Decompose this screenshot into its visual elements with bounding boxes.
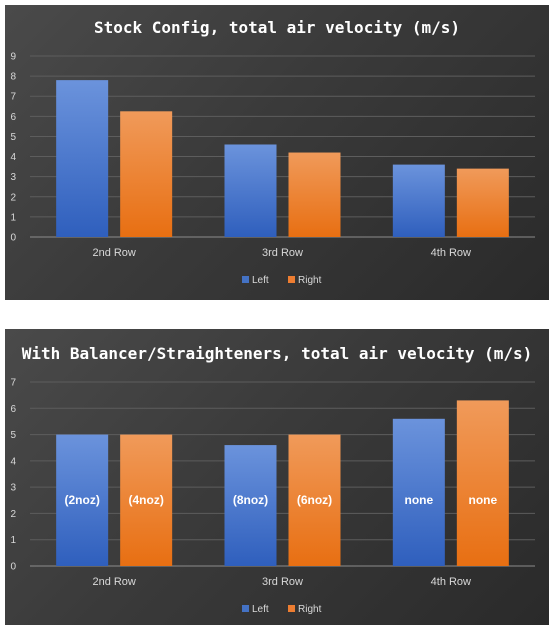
legend-swatch-right — [288, 276, 295, 283]
legend-swatch-left — [242, 605, 249, 612]
bar-data-label: (4noz) — [129, 493, 164, 507]
legend-label-right: Right — [298, 604, 322, 615]
y-tick-label: 0 — [10, 233, 16, 244]
y-tick-label: 4 — [10, 152, 16, 163]
y-tick-label: 8 — [10, 72, 16, 83]
chart-stock-config: Stock Config, total air velocity (m/s) 0… — [10, 18, 535, 286]
bar-left-2nd-row — [56, 434, 109, 566]
chart-title: With Balancer/Straighteners, total air v… — [22, 344, 533, 363]
bar-right-3rd-row — [288, 434, 341, 566]
bar-left-2nd-row — [56, 80, 109, 237]
bar-right-4th-row — [456, 400, 509, 566]
bar-right-4th-row — [456, 168, 509, 237]
bar-right-3rd-row — [288, 152, 341, 237]
legend-swatch-left — [242, 276, 249, 283]
chart-panel-stock-config: Stock Config, total air velocity (m/s) 0… — [5, 5, 549, 300]
chart-title: Stock Config, total air velocity (m/s) — [94, 18, 460, 37]
chart-panel-balancer: With Balancer/Straighteners, total air v… — [5, 329, 549, 625]
bar-left-3rd-row — [224, 445, 277, 566]
x-category-label: 4th Row — [431, 247, 471, 259]
y-tick-label: 9 — [10, 52, 16, 63]
bar-left-3rd-row — [224, 144, 277, 237]
legend-label-right: Right — [298, 275, 322, 286]
y-tick-label: 6 — [10, 112, 16, 123]
x-category-label: 3rd Row — [262, 247, 303, 259]
y-tick-label: 5 — [10, 132, 16, 143]
legend-label-left: Left — [252, 604, 269, 615]
bar-left-4th-row — [392, 418, 445, 566]
legend-label-left: Left — [252, 275, 269, 286]
y-tick-label: 0 — [10, 562, 16, 573]
y-tick-label: 7 — [10, 378, 16, 389]
bar-right-2nd-row — [120, 111, 173, 237]
legend-swatch-right — [288, 605, 295, 612]
bar-data-label: (6noz) — [297, 493, 332, 507]
y-tick-label: 6 — [10, 404, 16, 415]
y-tick-label: 2 — [10, 509, 16, 520]
bar-data-label: (8noz) — [233, 493, 268, 507]
bar-data-label: (2noz) — [65, 493, 100, 507]
y-tick-label: 5 — [10, 430, 16, 441]
x-category-label: 3rd Row — [262, 576, 303, 588]
y-tick-label: 1 — [10, 212, 16, 223]
x-category-label: 2nd Row — [92, 576, 135, 588]
y-tick-label: 7 — [10, 92, 16, 103]
y-tick-label: 1 — [10, 535, 16, 546]
y-tick-label: 4 — [10, 456, 16, 467]
bar-left-4th-row — [392, 164, 445, 237]
chart-balancer-straighteners: With Balancer/Straighteners, total air v… — [10, 344, 535, 615]
x-category-label: 2nd Row — [92, 247, 135, 259]
bar-data-label: none — [468, 493, 497, 507]
y-tick-label: 3 — [10, 483, 16, 494]
y-tick-label: 3 — [10, 172, 16, 183]
y-tick-label: 2 — [10, 192, 16, 203]
x-category-label: 4th Row — [431, 576, 471, 588]
bar-right-2nd-row — [120, 434, 173, 566]
bar-data-label: none — [404, 493, 433, 507]
